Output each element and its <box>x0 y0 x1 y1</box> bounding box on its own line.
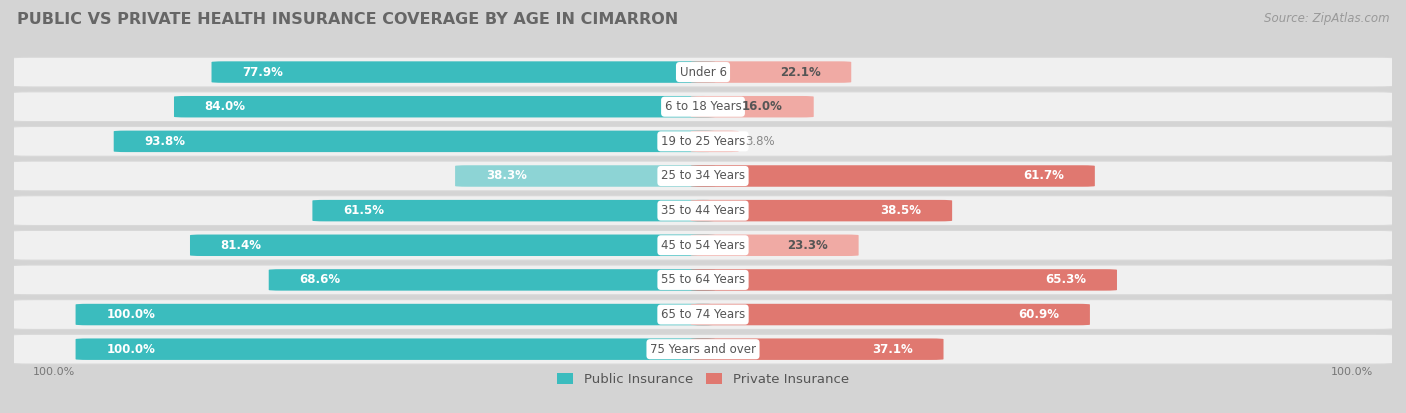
FancyBboxPatch shape <box>690 131 738 152</box>
FancyBboxPatch shape <box>456 165 716 187</box>
Text: 19 to 25 Years: 19 to 25 Years <box>661 135 745 148</box>
FancyBboxPatch shape <box>690 235 859 256</box>
Text: 77.9%: 77.9% <box>242 66 283 78</box>
Text: 68.6%: 68.6% <box>299 273 340 286</box>
FancyBboxPatch shape <box>8 126 1398 156</box>
Text: Under 6: Under 6 <box>679 66 727 78</box>
Text: 35 to 44 Years: 35 to 44 Years <box>661 204 745 217</box>
FancyBboxPatch shape <box>269 269 716 291</box>
FancyBboxPatch shape <box>8 230 1398 260</box>
Text: 22.1%: 22.1% <box>780 66 821 78</box>
FancyBboxPatch shape <box>690 200 952 221</box>
Text: 81.4%: 81.4% <box>221 239 262 252</box>
FancyBboxPatch shape <box>76 338 716 360</box>
Text: 60.9%: 60.9% <box>1018 308 1059 321</box>
Text: 100.0%: 100.0% <box>1331 367 1374 377</box>
Text: 38.5%: 38.5% <box>880 204 921 217</box>
Text: 65 to 74 Years: 65 to 74 Years <box>661 308 745 321</box>
Text: 16.0%: 16.0% <box>742 100 783 113</box>
FancyBboxPatch shape <box>8 300 1398 330</box>
Text: 93.8%: 93.8% <box>145 135 186 148</box>
FancyBboxPatch shape <box>8 196 1398 225</box>
Text: 61.7%: 61.7% <box>1024 169 1064 183</box>
Text: 75 Years and over: 75 Years and over <box>650 343 756 356</box>
Text: 65.3%: 65.3% <box>1045 273 1087 286</box>
Text: 6 to 18 Years: 6 to 18 Years <box>665 100 741 113</box>
Text: 61.5%: 61.5% <box>343 204 384 217</box>
FancyBboxPatch shape <box>8 57 1398 87</box>
Text: 55 to 64 Years: 55 to 64 Years <box>661 273 745 286</box>
FancyBboxPatch shape <box>76 304 716 325</box>
Text: 23.3%: 23.3% <box>787 239 828 252</box>
FancyBboxPatch shape <box>690 165 1095 187</box>
FancyBboxPatch shape <box>690 62 851 83</box>
FancyBboxPatch shape <box>190 235 716 256</box>
FancyBboxPatch shape <box>8 161 1398 191</box>
Text: 37.1%: 37.1% <box>872 343 912 356</box>
FancyBboxPatch shape <box>690 269 1116 291</box>
FancyBboxPatch shape <box>690 338 943 360</box>
FancyBboxPatch shape <box>312 200 716 221</box>
FancyBboxPatch shape <box>8 334 1398 364</box>
Text: 100.0%: 100.0% <box>107 343 155 356</box>
FancyBboxPatch shape <box>690 304 1090 325</box>
FancyBboxPatch shape <box>211 62 716 83</box>
Legend: Public Insurance, Private Insurance: Public Insurance, Private Insurance <box>553 367 853 391</box>
Text: 45 to 54 Years: 45 to 54 Years <box>661 239 745 252</box>
Text: PUBLIC VS PRIVATE HEALTH INSURANCE COVERAGE BY AGE IN CIMARRON: PUBLIC VS PRIVATE HEALTH INSURANCE COVER… <box>17 12 678 27</box>
Text: 25 to 34 Years: 25 to 34 Years <box>661 169 745 183</box>
Text: 100.0%: 100.0% <box>32 367 75 377</box>
FancyBboxPatch shape <box>8 92 1398 121</box>
Text: 3.8%: 3.8% <box>745 135 775 148</box>
Text: 84.0%: 84.0% <box>205 100 246 113</box>
FancyBboxPatch shape <box>174 96 716 117</box>
FancyBboxPatch shape <box>8 265 1398 295</box>
Text: 100.0%: 100.0% <box>107 308 155 321</box>
Text: Source: ZipAtlas.com: Source: ZipAtlas.com <box>1264 12 1389 25</box>
FancyBboxPatch shape <box>690 96 814 117</box>
FancyBboxPatch shape <box>114 131 716 152</box>
Text: 38.3%: 38.3% <box>486 169 527 183</box>
